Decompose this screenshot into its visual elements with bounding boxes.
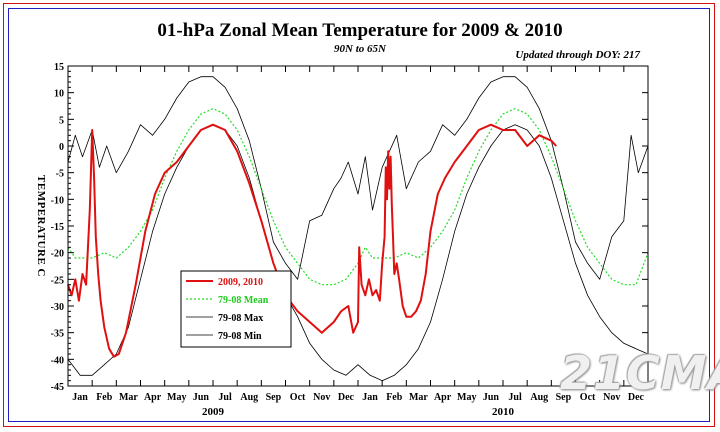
outer-frame [3, 3, 715, 427]
x-tick-label: Aug [530, 392, 548, 403]
x-tick-label: Apr [144, 392, 162, 403]
x-tick-label: Sep [556, 392, 572, 403]
x-tick-label: Jul [508, 392, 522, 403]
year-label: 2009 [202, 406, 225, 418]
series-line-79-08-min [67, 124, 649, 382]
y-tick-label: -5 [56, 169, 64, 180]
y-tick-label: 0 [59, 142, 64, 153]
legend-label: 79-08 Min [218, 331, 262, 342]
x-tick-label: Aug [240, 392, 258, 403]
legend-box [180, 270, 292, 348]
y-tick-label: -35 [51, 329, 64, 340]
x-tick-label: Dec [338, 392, 355, 403]
legend-label: 79-08 Max [218, 313, 263, 324]
year-label: 2010 [492, 406, 515, 418]
x-tick-label: Apr [434, 392, 452, 403]
x-tick-label: Sep [266, 392, 282, 403]
y-tick-label: -25 [51, 275, 64, 286]
x-tick-label: Jul [218, 392, 232, 403]
y-tick-label: -45 [51, 382, 64, 393]
inner-frame [8, 8, 710, 422]
legend-label: 2009, 2010 [218, 277, 263, 288]
y-tick-label: -30 [51, 302, 64, 313]
y-tick-label: -10 [51, 195, 64, 206]
x-tick-label: May [167, 392, 186, 403]
y-axis-label: TEMPERATURE C [35, 175, 47, 277]
series-line-79-08-max [67, 76, 649, 280]
y-tick-label: -15 [51, 222, 64, 233]
plot-area [67, 65, 649, 387]
chart-subtitle: 90N to 65N [334, 43, 386, 55]
x-tick-label: Oct [580, 392, 596, 403]
x-tick-label: Feb [386, 392, 403, 403]
x-tick-label: Mar [409, 392, 428, 403]
x-tick-label: Jan [72, 392, 88, 403]
y-tick-label: 10 [54, 89, 64, 100]
x-tick-label: Jun [193, 392, 210, 403]
x-tick-label: Mar [119, 392, 138, 403]
y-tick-label: 5 [59, 115, 64, 126]
x-tick-label: May [457, 392, 476, 403]
watermark-logo: 21CMA [560, 346, 720, 400]
y-tick-label: 15 [54, 62, 64, 73]
x-tick-label: Oct [290, 392, 306, 403]
legend-label: 79-08 Mean [218, 295, 269, 306]
y-tick-label: -40 [51, 355, 64, 366]
x-tick-label: Feb [96, 392, 113, 403]
series-line-2009-2010 [67, 123, 557, 358]
x-tick-label: Nov [603, 392, 620, 403]
x-tick-label: Dec [628, 392, 645, 403]
x-tick-label: Jan [362, 392, 378, 403]
updated-label: Updated through DOY: 217 [515, 49, 640, 61]
x-tick-label: Jun [483, 392, 500, 403]
y-tick-label: -20 [51, 249, 64, 260]
chart-title: 01-hPa Zonal Mean Temperature for 2009 &… [157, 20, 563, 41]
x-tick-label: Nov [313, 392, 330, 403]
